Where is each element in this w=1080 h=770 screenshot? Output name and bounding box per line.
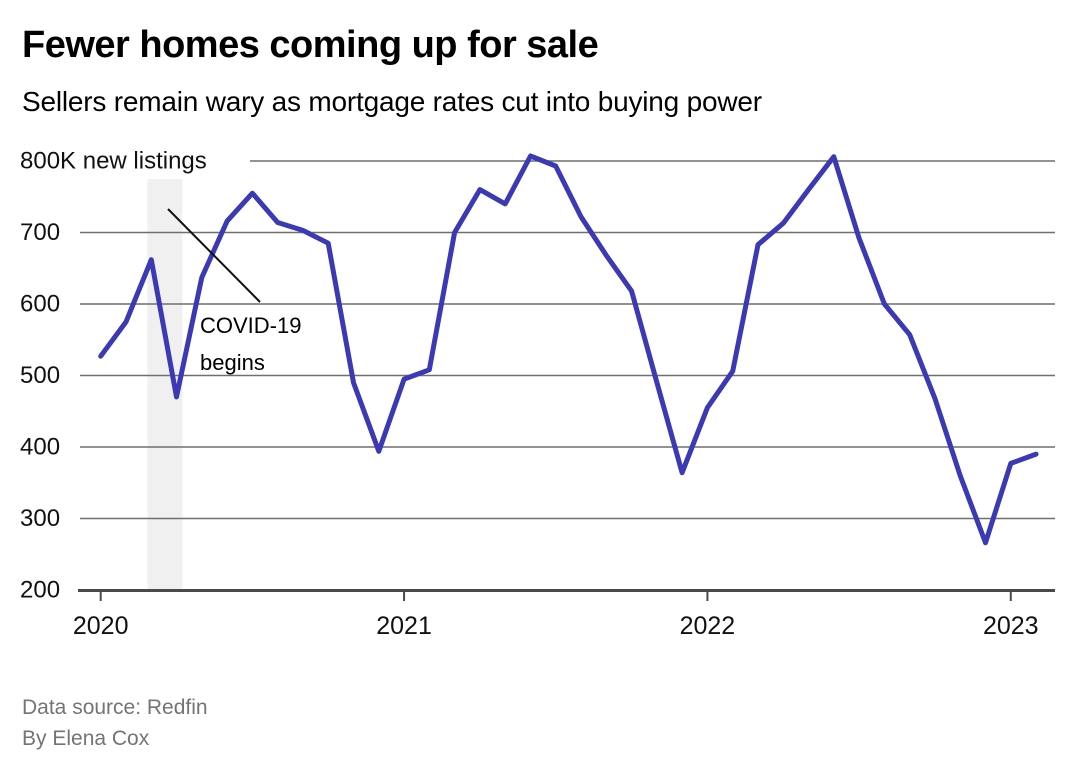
x-axis-label: 2023 xyxy=(983,612,1039,640)
x-axis-label: 2021 xyxy=(376,612,432,640)
byline: By Elena Cox xyxy=(22,727,150,750)
y-axis-label: 400 xyxy=(20,434,60,461)
y-axis-label: 300 xyxy=(20,505,60,532)
footer: Data source: Redfin By Elena Cox xyxy=(22,692,208,754)
callout-text-line1: COVID-19 xyxy=(200,313,301,338)
y-axis-label: 700 xyxy=(20,219,60,246)
y-axis-label: 600 xyxy=(20,291,60,318)
x-axis-label: 2020 xyxy=(73,612,129,640)
callout-text-line2: begins xyxy=(200,350,265,375)
x-axis-label: 2022 xyxy=(680,612,736,640)
y-axis-label: 500 xyxy=(20,362,60,389)
new-listings-line xyxy=(98,153,1039,546)
y-axis-label: 200 xyxy=(20,577,60,604)
page-title: Fewer homes coming up for sale xyxy=(22,24,599,66)
y-axis-label: 800K new listings xyxy=(20,148,207,175)
page-subtitle: Sellers remain wary as mortgage rates cu… xyxy=(22,86,762,117)
data-source: Data source: Redfin xyxy=(22,696,208,719)
line-chart: 800K new listings 700 600 500 400 300 200 2020 2… xyxy=(20,148,1055,640)
callout-line xyxy=(167,208,261,303)
